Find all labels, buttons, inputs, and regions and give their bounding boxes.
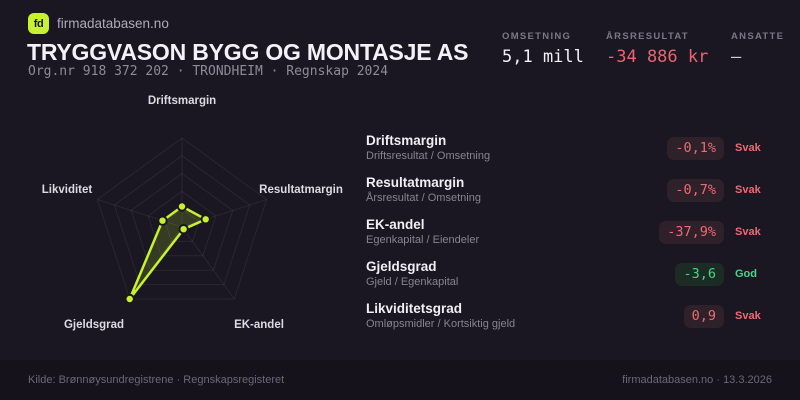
metric-formula: Gjeld / Egenkapital bbox=[366, 276, 459, 288]
radar-axis-label-likviditet: Likviditet bbox=[41, 184, 93, 196]
metric-name: Driftsmargin bbox=[366, 133, 447, 148]
metric-name: EK-andel bbox=[366, 217, 425, 232]
stat-arsresultat: ÅRSRESULTAT -34 886 kr bbox=[606, 31, 708, 67]
stat-value: 5,1 mill bbox=[502, 47, 584, 67]
metric-name: Resultatmargin bbox=[366, 175, 465, 190]
footer-source: Kilde: Brønnøysundregistrene · Regnskaps… bbox=[28, 374, 285, 386]
metric-value-pill: -37,9% bbox=[659, 220, 724, 244]
org-subtitle: Org.nr 918 372 202 · TRONDHEIM · Regnska… bbox=[28, 64, 389, 79]
radar-chart-svg bbox=[96, 137, 268, 305]
stat-value: -34 886 kr bbox=[606, 47, 709, 67]
metric-row-gjeldsgrad: Gjeldsgrad Gjeld / Egenkapital -3,6 God bbox=[366, 259, 777, 289]
stat-ansatte: ANSATTE – bbox=[731, 31, 784, 67]
metric-value-pill: 0,9 bbox=[683, 304, 724, 328]
metric-rating-badge: Svak bbox=[735, 142, 761, 154]
radar-chart: Driftsmargin Resultatmargin EK-andel Gjelds… bbox=[0, 95, 360, 355]
metric-value-pill: -0,7% bbox=[667, 178, 724, 202]
radar-axis-label-resultatmargin: Resultatmargin bbox=[259, 184, 343, 196]
metric-value-pill: -3,6 bbox=[675, 262, 724, 286]
footer-meta: firmadatabasen.no · 13.3.2026 bbox=[622, 374, 772, 386]
stat-label: ÅRSRESULTAT bbox=[606, 31, 689, 42]
metric-row-resultatmargin: Resultatmargin Årsresultat / Omsetning -… bbox=[366, 175, 777, 205]
metric-name: Gjeldsgrad bbox=[366, 259, 437, 274]
metrics-panel: Driftsmargin Driftsresultat / Omsetning … bbox=[366, 133, 777, 343]
brand-site-name: firmadatabasen.no bbox=[57, 16, 169, 31]
metric-name: Likviditetsgrad bbox=[366, 301, 463, 316]
metric-rating-badge: Svak bbox=[735, 184, 761, 196]
page-title: TRYGGVASON BYGG OG MONTASJE AS bbox=[27, 39, 469, 65]
metric-rating-badge: God bbox=[735, 268, 757, 280]
stat-label: OMSETNING bbox=[502, 31, 572, 42]
radar-axis-label-ek-andel: EK-andel bbox=[234, 319, 284, 331]
brand-logo-icon: fd bbox=[28, 13, 49, 34]
stat-omsetning: OMSETNING 5,1 mill bbox=[502, 31, 584, 67]
stat-value: – bbox=[731, 47, 742, 67]
metric-formula: Driftsresultat / Omsetning bbox=[366, 150, 491, 162]
metric-formula: Årsresultat / Omsetning bbox=[366, 192, 481, 204]
radar-axis-label-driftsmargin: Driftsmargin bbox=[147, 95, 217, 107]
metric-rating-badge: Svak bbox=[735, 226, 761, 238]
footer: Kilde: Brønnøysundregistrene · Regnskaps… bbox=[0, 360, 800, 400]
radar-axis-label-gjeldsgrad: Gjeldsgrad bbox=[63, 319, 125, 331]
metric-value-pill: -0,1% bbox=[667, 136, 724, 160]
metric-row-likviditetsgrad: Likviditetsgrad Omløpsmidler / Kortsikti… bbox=[366, 301, 777, 331]
stat-label: ANSATTE bbox=[731, 31, 785, 42]
brand-link[interactable]: fd firmadatabasen.no bbox=[28, 13, 169, 34]
metric-formula: Omløpsmidler / Kortsiktig gjeld bbox=[366, 318, 516, 330]
metric-row-driftsmargin: Driftsmargin Driftsresultat / Omsetning … bbox=[366, 133, 777, 163]
metric-formula: Egenkapital / Eiendeler bbox=[366, 234, 480, 246]
metric-rating-badge: Svak bbox=[735, 310, 761, 322]
metric-row-ek-andel: EK-andel Egenkapital / Eiendeler -37,9% … bbox=[366, 217, 777, 247]
